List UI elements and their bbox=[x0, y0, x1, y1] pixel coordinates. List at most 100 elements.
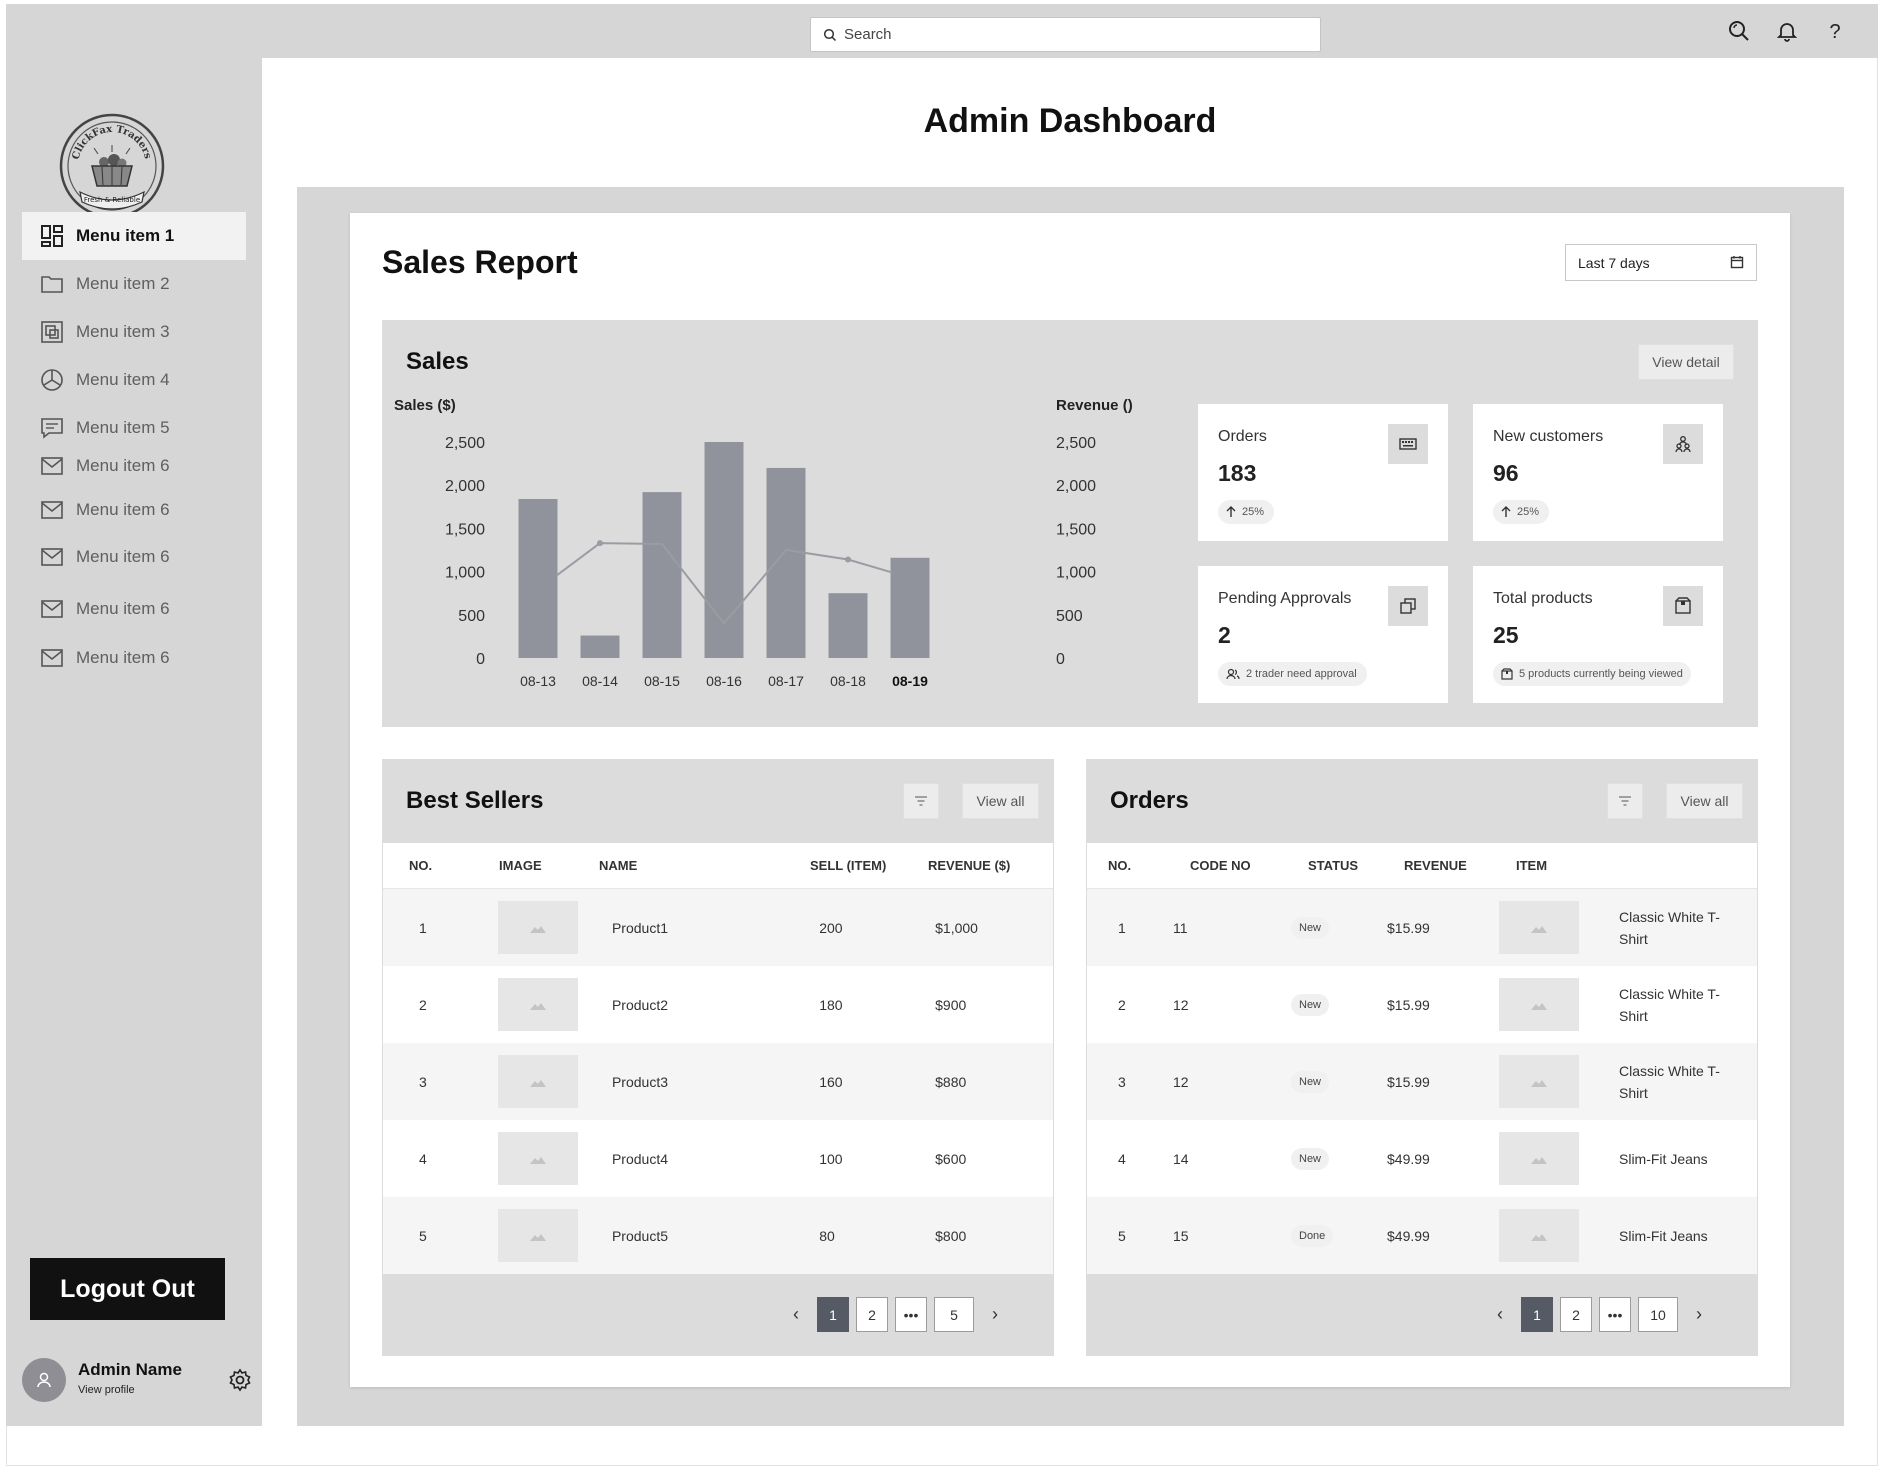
page-button[interactable]: 5 bbox=[934, 1297, 974, 1332]
product-name[interactable]: Product1 bbox=[611, 919, 669, 936]
table-row[interactable]: 4 14 New $49.99 Slim-Fit Jeans bbox=[1087, 1120, 1757, 1197]
filter-button[interactable] bbox=[903, 783, 939, 819]
item-name[interactable]: Classic White T-Shirt bbox=[1619, 985, 1720, 1024]
product-image[interactable] bbox=[473, 978, 612, 1031]
sidebar-item-6[interactable]: Menu item 6 bbox=[22, 442, 246, 490]
page-button[interactable]: 2 bbox=[856, 1297, 888, 1332]
item-image[interactable] bbox=[1499, 978, 1619, 1031]
item-image[interactable] bbox=[1499, 1132, 1619, 1185]
sales-title: Sales bbox=[406, 348, 469, 375]
stat-card-pending-approvals[interactable]: Pending Approvals 2 2 trader need approv… bbox=[1198, 566, 1448, 703]
next-page-button[interactable]: › bbox=[1696, 1304, 1702, 1324]
table-row[interactable]: 1 Product1 200 $1,000 bbox=[383, 889, 1053, 966]
gear-icon[interactable] bbox=[228, 1368, 252, 1392]
sidebar-item-4[interactable]: Menu item 4 bbox=[22, 356, 246, 404]
logout-button[interactable]: Logout Out bbox=[30, 1258, 225, 1320]
sidebar-item-5[interactable]: Menu item 5 bbox=[22, 404, 246, 452]
stat-label: Total products bbox=[1493, 590, 1593, 607]
sidebar-item-2[interactable]: Menu item 2 bbox=[22, 260, 246, 308]
product-image[interactable] bbox=[473, 1055, 612, 1108]
page-ellipsis-button[interactable]: ••• bbox=[1599, 1297, 1631, 1332]
stat-label: New customers bbox=[1493, 428, 1604, 445]
column-header-revenue: REVENUE ($) bbox=[928, 858, 1011, 873]
page-button[interactable]: 2 bbox=[1560, 1297, 1592, 1332]
dashboard-icon bbox=[41, 225, 63, 247]
table-row[interactable]: 1 11 New $15.99 Classic White T-Shirt bbox=[1087, 889, 1757, 966]
y-tick-label: 500 bbox=[458, 608, 485, 625]
item-image[interactable] bbox=[1499, 901, 1619, 954]
item-name[interactable]: Slim-Fit Jeans bbox=[1619, 1150, 1708, 1167]
order-code[interactable]: 12 bbox=[1173, 1073, 1189, 1090]
product-name[interactable]: Product2 bbox=[611, 996, 669, 1013]
item-name[interactable]: Slim-Fit Jeans bbox=[1619, 1227, 1708, 1244]
sales-bar bbox=[642, 492, 682, 658]
stat-card-total-products[interactable]: Total products 25 5 products currently b… bbox=[1473, 566, 1723, 703]
x-tick-label: 08-17 bbox=[768, 673, 804, 689]
row-no: 5 bbox=[419, 1227, 427, 1244]
stat-value: 2 bbox=[1218, 622, 1231, 648]
arrow-up-icon bbox=[1501, 506, 1511, 517]
item-name[interactable]: Classic White T-Shirt bbox=[1619, 1062, 1720, 1101]
page-ellipsis-button[interactable]: ••• bbox=[895, 1297, 927, 1332]
page-button[interactable]: 1 bbox=[1521, 1297, 1553, 1332]
stat-card-new-customers[interactable]: New customers 96 25% bbox=[1473, 404, 1723, 541]
pie-chart-icon bbox=[41, 369, 63, 391]
table-row[interactable]: 5 Product5 80 $800 bbox=[383, 1197, 1053, 1274]
stat-card-orders[interactable]: Orders 183 25% bbox=[1198, 404, 1448, 541]
product-name[interactable]: Product4 bbox=[611, 1150, 669, 1167]
sidebar-item-10[interactable]: Menu item 6 bbox=[22, 634, 246, 682]
product-image[interactable] bbox=[473, 901, 612, 954]
table-row[interactable]: 4 Product4 100 $600 bbox=[383, 1120, 1053, 1197]
view-detail-button[interactable]: View detail bbox=[1638, 344, 1734, 380]
order-code[interactable]: 12 bbox=[1173, 996, 1189, 1013]
table-row[interactable]: 5 15 Done $49.99 Slim-Fit Jeans bbox=[1087, 1197, 1757, 1274]
user-icon bbox=[37, 1372, 51, 1388]
product-image[interactable] bbox=[473, 1209, 612, 1262]
item-image[interactable] bbox=[1499, 1055, 1619, 1108]
y-tick-label: 1,500 bbox=[445, 521, 485, 538]
orders-view-all-button[interactable]: View all bbox=[1666, 783, 1743, 819]
order-code[interactable]: 14 bbox=[1173, 1150, 1189, 1167]
x-tick-label: 08-16 bbox=[706, 673, 742, 689]
table-row[interactable]: 2 Product2 180 $900 bbox=[383, 966, 1053, 1043]
product-image[interactable] bbox=[473, 1132, 612, 1185]
prev-page-button[interactable]: ‹ bbox=[793, 1304, 799, 1324]
best-sellers-view-all-button[interactable]: View all bbox=[962, 783, 1039, 819]
avatar[interactable] bbox=[22, 1358, 66, 1402]
filter-button[interactable] bbox=[1607, 783, 1643, 819]
order-code[interactable]: 11 bbox=[1173, 919, 1188, 936]
sales-chart: Sales ($) Revenue () 0 500 1,000 1,500 2,000… bbox=[394, 397, 1133, 689]
item-name[interactable]: Classic White T-Shirt bbox=[1619, 908, 1720, 947]
sidebar-item-7[interactable]: Menu item 6 bbox=[22, 486, 246, 534]
sidebar-item-3[interactable]: Menu item 3 bbox=[22, 308, 246, 356]
user-profile[interactable]: Admin Name View profile bbox=[22, 1356, 252, 1406]
table-row[interactable]: 3 12 New $15.99 Classic White T-Shirt bbox=[1087, 1043, 1757, 1120]
view-profile-link[interactable]: View profile bbox=[78, 1384, 135, 1396]
next-page-button[interactable]: › bbox=[992, 1304, 998, 1324]
sidebar-item-8[interactable]: Menu item 6 bbox=[22, 533, 246, 581]
item-image[interactable] bbox=[1499, 1209, 1619, 1262]
x-tick-label: 08-19 bbox=[892, 673, 928, 689]
search-input[interactable]: Search bbox=[810, 17, 1321, 52]
bell-icon[interactable] bbox=[1774, 18, 1800, 44]
stat-value: 183 bbox=[1218, 460, 1257, 486]
mail-icon bbox=[41, 600, 63, 618]
product-name[interactable]: Product5 bbox=[611, 1227, 669, 1244]
help-icon[interactable]: ? bbox=[1822, 18, 1848, 44]
prev-page-button[interactable]: ‹ bbox=[1497, 1304, 1503, 1324]
table-row[interactable]: 2 12 New $15.99 Classic White T-Shirt bbox=[1087, 966, 1757, 1043]
product-name[interactable]: Product3 bbox=[611, 1073, 669, 1090]
package-icon bbox=[1501, 668, 1513, 680]
column-header-image: IMAGE bbox=[499, 858, 542, 873]
page-button[interactable]: 10 bbox=[1638, 1297, 1678, 1332]
sidebar-item-1[interactable]: Menu item 1 bbox=[22, 212, 246, 260]
page-button[interactable]: 1 bbox=[817, 1297, 849, 1332]
stat-info-badge: 5 products currently being viewed bbox=[1493, 662, 1691, 686]
table-row[interactable]: 3 Product3 160 $880 bbox=[383, 1043, 1053, 1120]
search-icon[interactable] bbox=[1726, 18, 1752, 44]
column-header-status: STATUS bbox=[1308, 858, 1359, 873]
sidebar-item-9[interactable]: Menu item 6 bbox=[22, 585, 246, 633]
date-range-select[interactable]: Last 7 days bbox=[1565, 244, 1757, 281]
company-logo[interactable]: ClickFax Traders Fresh & Reliable bbox=[58, 112, 166, 220]
order-code[interactable]: 15 bbox=[1173, 1227, 1189, 1244]
